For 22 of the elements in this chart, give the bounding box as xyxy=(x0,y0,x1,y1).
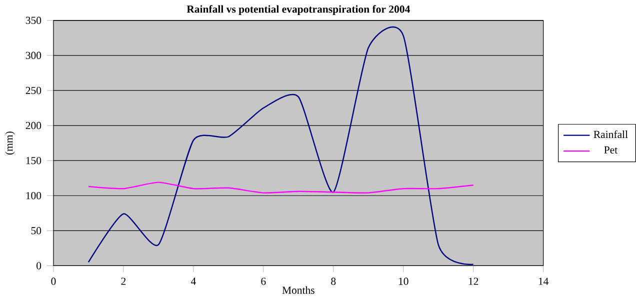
line-series xyxy=(88,182,474,194)
chart-title: Rainfall vs potential evapotranspiration for 2004 xyxy=(186,5,410,15)
y-tick-label: 100 xyxy=(26,192,42,200)
x-tick-label: 8 xyxy=(331,278,336,285)
y-tick-label: 200 xyxy=(26,122,42,130)
x-tick-label: 12 xyxy=(468,278,478,285)
x-axis-title: Months xyxy=(282,286,314,294)
legend-label: Pet xyxy=(604,146,618,154)
x-tick-label: 4 xyxy=(190,278,196,285)
y-tick-label: 350 xyxy=(26,16,42,24)
y-tick-label: 250 xyxy=(26,86,42,94)
y-tick-label: 50 xyxy=(31,227,42,234)
y-tick-label: 300 xyxy=(26,52,42,60)
y-tick-label: 150 xyxy=(26,156,42,164)
legend-label: Rainfall xyxy=(594,130,628,138)
x-tick-label: 10 xyxy=(398,278,408,285)
x-tick-label: 14 xyxy=(538,278,549,285)
x-tick-label: 2 xyxy=(121,278,126,285)
x-tick-label: 6 xyxy=(261,278,266,285)
y-axis-title: (mm) xyxy=(5,132,15,155)
x-tick-label: 0 xyxy=(51,278,56,285)
y-tick-label: 0 xyxy=(36,262,42,270)
